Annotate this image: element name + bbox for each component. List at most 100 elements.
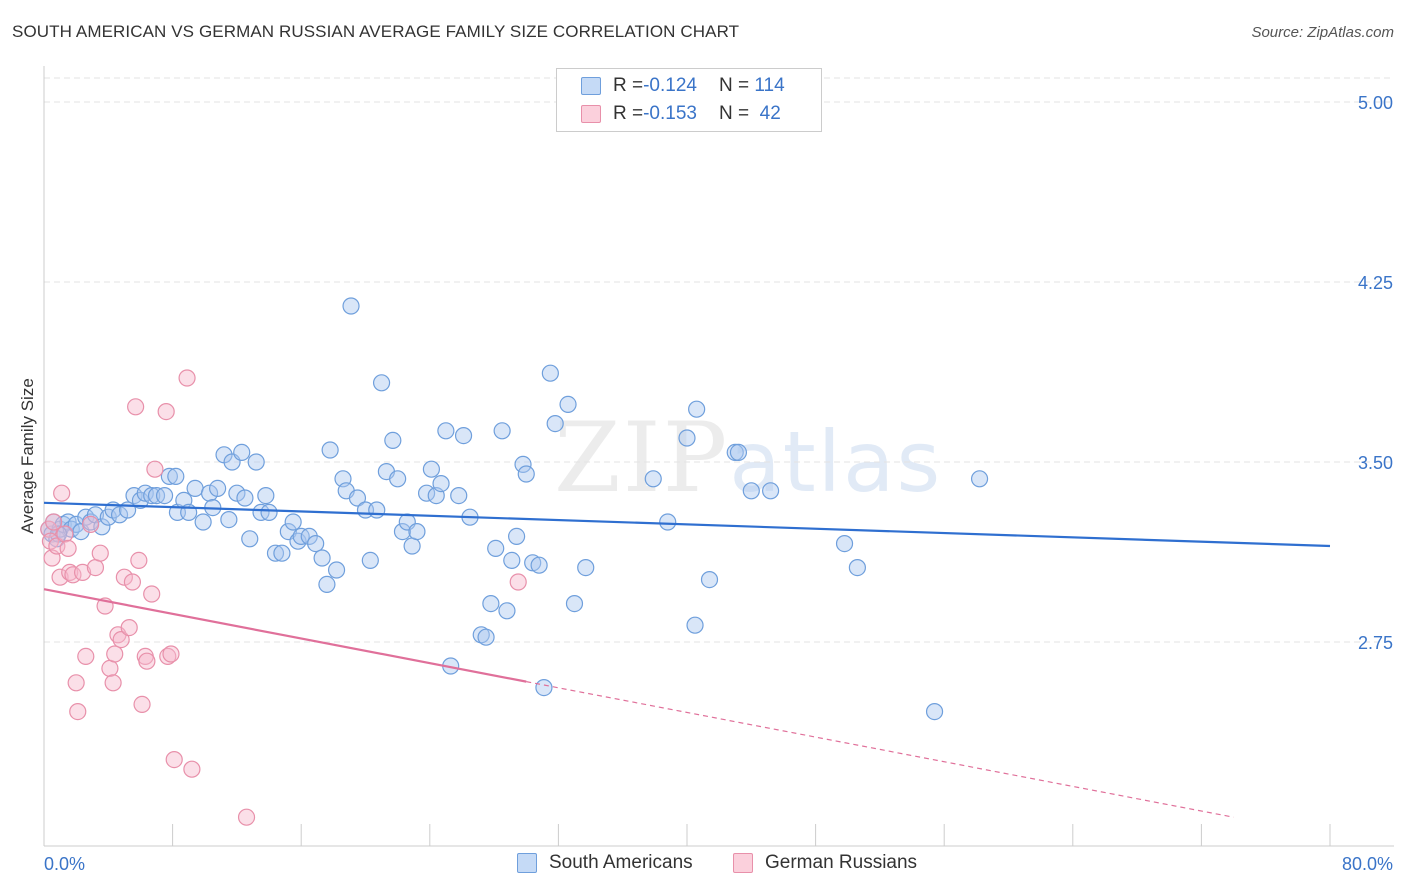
south-american-point: [384, 431, 402, 449]
south-american-point: [678, 429, 696, 447]
south-american-point: [186, 479, 204, 497]
series-label-german-russians: German Russians: [765, 852, 918, 873]
south-american-trend-line: [43, 501, 1331, 548]
german-russian-point: [59, 539, 77, 558]
german-russian-point: [51, 568, 69, 586]
south-american-point: [307, 534, 325, 553]
legend-n-label: N =: [718, 75, 755, 96]
south-american-point: [284, 513, 302, 531]
german-russian-point: [162, 645, 180, 663]
legend-swatch-pink: [581, 105, 601, 123]
south-american-point: [517, 465, 535, 483]
south-american-point: [327, 561, 346, 579]
y-axis-label: Average Family Size: [18, 378, 37, 534]
south-american-point: [273, 544, 291, 562]
south-american-point: [437, 422, 455, 440]
south-american-point: [403, 537, 421, 555]
south-american-point: [546, 415, 564, 433]
y-tick-label: 4.25: [1358, 273, 1393, 293]
south-american-point: [761, 482, 780, 500]
legend-r-label: R =: [613, 75, 644, 96]
german-russian-point: [159, 647, 177, 666]
german-russian-point: [56, 525, 74, 543]
german-russian-point: [61, 563, 79, 582]
german-russian-point: [123, 573, 142, 591]
south-american-point: [432, 475, 450, 493]
german-russian-point: [73, 563, 92, 582]
y-tick-label: 3.50: [1358, 453, 1393, 473]
german-russian-point: [82, 515, 100, 534]
south-american-point: [194, 513, 212, 531]
south-american-point: [228, 484, 246, 502]
south-american-point: [503, 551, 521, 570]
south-american-point: [155, 487, 174, 505]
german-russian-point: [183, 760, 201, 778]
series-label-south-americans: South Americans: [549, 852, 693, 873]
legend-r-label: R =: [613, 103, 644, 124]
south-american-point: [535, 678, 553, 697]
south-american-point: [970, 470, 989, 488]
south-american-point: [368, 501, 386, 519]
south-american-point: [241, 530, 259, 548]
south-american-point: [644, 470, 662, 488]
south-american-point: [559, 395, 577, 413]
german-russian-point: [127, 398, 145, 416]
series-swatch-blue: [517, 853, 537, 873]
series-legend-german-russians: German Russians: [733, 852, 917, 874]
south-american-point: [482, 594, 500, 613]
south-american-point: [209, 479, 227, 497]
south-american-point: [342, 297, 360, 315]
legend-n-label: N =: [718, 103, 755, 124]
south-american-point: [361, 551, 379, 570]
y-tick-label: 2.75: [1358, 633, 1393, 653]
german-russian-point: [165, 750, 183, 769]
south-american-point: [514, 455, 532, 473]
watermark-zip: ZIP: [554, 402, 730, 514]
legend-row-south-americans: R = -0.124 N = 114: [581, 73, 785, 99]
south-american-point: [110, 506, 129, 524]
german-russian-point: [509, 573, 527, 591]
south-american-point: [321, 441, 339, 459]
german-russian-point: [106, 645, 124, 663]
south-american-point: [742, 482, 760, 500]
german-russian-point: [53, 484, 71, 502]
south-american-point: [260, 503, 278, 522]
german-russian-point: [86, 558, 105, 577]
south-american-point: [247, 453, 265, 471]
south-american-point: [530, 556, 548, 574]
south-american-point: [220, 510, 238, 529]
south-american-point: [541, 364, 559, 382]
x-tick-label: 0.0%: [44, 854, 85, 874]
german-russian-trend-line: [43, 588, 527, 683]
south-american-point: [686, 616, 704, 634]
south-american-point: [925, 702, 944, 721]
series-legend: South Americans German Russians: [0, 852, 1406, 878]
south-american-point: [372, 374, 391, 392]
german-russian-point: [157, 403, 175, 421]
south-american-point: [472, 626, 490, 644]
south-american-point: [389, 470, 407, 488]
south-american-point: [700, 570, 719, 589]
legend-n-value: 114: [754, 75, 785, 96]
south-american-point: [393, 522, 412, 541]
legend-r-value: -0.124: [643, 75, 697, 96]
south-american-point: [236, 489, 254, 507]
south-american-point: [348, 489, 367, 507]
south-american-point: [167, 467, 185, 485]
german-russian-trend-line-extension: [526, 681, 1234, 818]
german-russian-point: [143, 585, 161, 603]
south-american-point: [422, 460, 441, 478]
south-american-point: [300, 527, 318, 546]
german-russian-point: [69, 702, 87, 721]
south-american-point: [477, 628, 495, 646]
german-russian-point: [237, 808, 256, 826]
legend-r-value: -0.153: [643, 103, 697, 124]
south-american-point: [688, 400, 706, 418]
south-american-point: [233, 443, 251, 461]
south-american-point: [577, 558, 595, 577]
south-american-point: [313, 549, 331, 567]
south-american-point: [498, 602, 516, 620]
south-american-point: [200, 484, 219, 502]
south-american-point: [257, 487, 275, 505]
legend-n-value: 42: [754, 103, 781, 124]
